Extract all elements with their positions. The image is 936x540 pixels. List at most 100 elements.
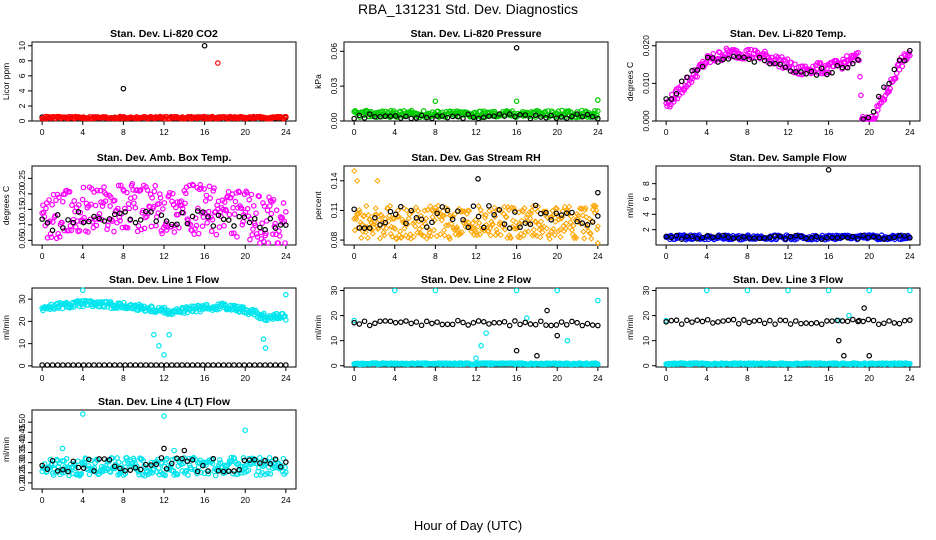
data-point <box>678 321 685 327</box>
data-point <box>787 321 794 327</box>
data-point <box>72 465 79 472</box>
data-point <box>501 318 508 325</box>
data-point <box>466 207 473 215</box>
data-point <box>194 208 201 214</box>
data-point <box>248 191 255 198</box>
y-axis-label: ml/min <box>1 315 11 340</box>
data-point <box>813 320 820 326</box>
data-point <box>503 213 510 221</box>
data-point <box>158 455 165 461</box>
data-point <box>834 235 841 241</box>
data-point <box>861 305 867 311</box>
x-tick-label: 8 <box>433 251 438 261</box>
y-tick-label: 0.03 <box>329 78 339 95</box>
panel-7: Stan. Dev. Line 1 Flow ml/min 0 4 8 12 16 20 24 0… <box>1 274 297 383</box>
data-point <box>132 464 139 471</box>
x-tick-label: 20 <box>552 373 562 383</box>
data-point <box>43 469 50 475</box>
data-point <box>272 225 279 231</box>
series-minute <box>663 287 913 368</box>
data-point <box>283 208 289 215</box>
x-tick-label: 8 <box>121 251 126 261</box>
data-point <box>509 217 517 224</box>
data-point <box>422 215 430 222</box>
data-point <box>501 113 508 119</box>
data-point <box>527 221 534 228</box>
data-point <box>231 223 237 229</box>
data-point <box>710 55 716 61</box>
y-tick-label: 0.35 <box>17 444 27 461</box>
data-point <box>455 113 461 120</box>
data-point <box>246 219 253 226</box>
data-point <box>507 234 514 242</box>
data-point <box>565 203 573 210</box>
data-point <box>579 220 586 226</box>
data-point <box>250 203 257 209</box>
data-point <box>522 220 529 226</box>
data-point <box>907 235 913 241</box>
data-point <box>94 187 100 194</box>
data-point <box>772 60 778 67</box>
data-point <box>699 318 706 325</box>
data-point <box>210 188 217 194</box>
data-point <box>438 217 445 224</box>
data-point <box>195 205 201 212</box>
data-point <box>564 337 571 344</box>
data-point <box>891 66 898 73</box>
data-point <box>351 167 358 175</box>
data-point <box>556 226 563 234</box>
data-point <box>277 464 284 470</box>
data-point <box>143 208 149 215</box>
data-point <box>761 57 768 64</box>
data-point <box>494 229 501 236</box>
data-point <box>351 215 358 222</box>
data-point <box>371 218 378 225</box>
x-tick-label: 0 <box>352 127 357 137</box>
data-point <box>423 114 430 121</box>
y-tick-label: 0.05 <box>17 232 27 249</box>
x-tick-label: 12 <box>783 373 793 383</box>
data-point <box>267 362 274 368</box>
data-point <box>72 224 79 230</box>
data-point <box>538 318 544 325</box>
data-point <box>137 217 144 223</box>
data-point <box>351 115 357 122</box>
y-tick-label: 4 <box>17 88 27 93</box>
data-point <box>153 362 160 368</box>
data-point <box>70 219 77 226</box>
data-point <box>563 220 570 227</box>
data-point <box>517 224 523 231</box>
data-point <box>663 96 669 102</box>
data-point <box>841 352 847 359</box>
data-point <box>59 445 66 452</box>
data-point <box>60 466 66 473</box>
data-point <box>506 111 513 117</box>
data-point <box>399 216 406 223</box>
data-point <box>668 91 675 98</box>
data-point <box>115 182 122 189</box>
data-point <box>46 197 52 203</box>
data-point <box>543 225 550 232</box>
data-point <box>512 113 518 120</box>
data-point <box>465 322 472 328</box>
data-point <box>267 471 274 477</box>
data-point <box>410 233 417 240</box>
data-point <box>688 79 695 85</box>
data-point <box>746 319 752 326</box>
series-hourly <box>39 362 289 368</box>
data-point <box>846 60 853 67</box>
y-tick-label: 0.30 <box>17 454 27 471</box>
data-point <box>735 54 742 60</box>
data-point <box>354 177 361 184</box>
x-tick-label: 24 <box>593 251 603 261</box>
data-point <box>730 53 737 60</box>
data-point <box>528 207 535 214</box>
data-point <box>482 212 489 219</box>
data-point <box>475 115 482 122</box>
data-point <box>532 218 540 226</box>
data-point <box>389 233 396 240</box>
plot-frame <box>655 287 921 368</box>
data-point <box>189 213 196 220</box>
data-point <box>262 226 268 233</box>
data-point <box>239 222 246 228</box>
